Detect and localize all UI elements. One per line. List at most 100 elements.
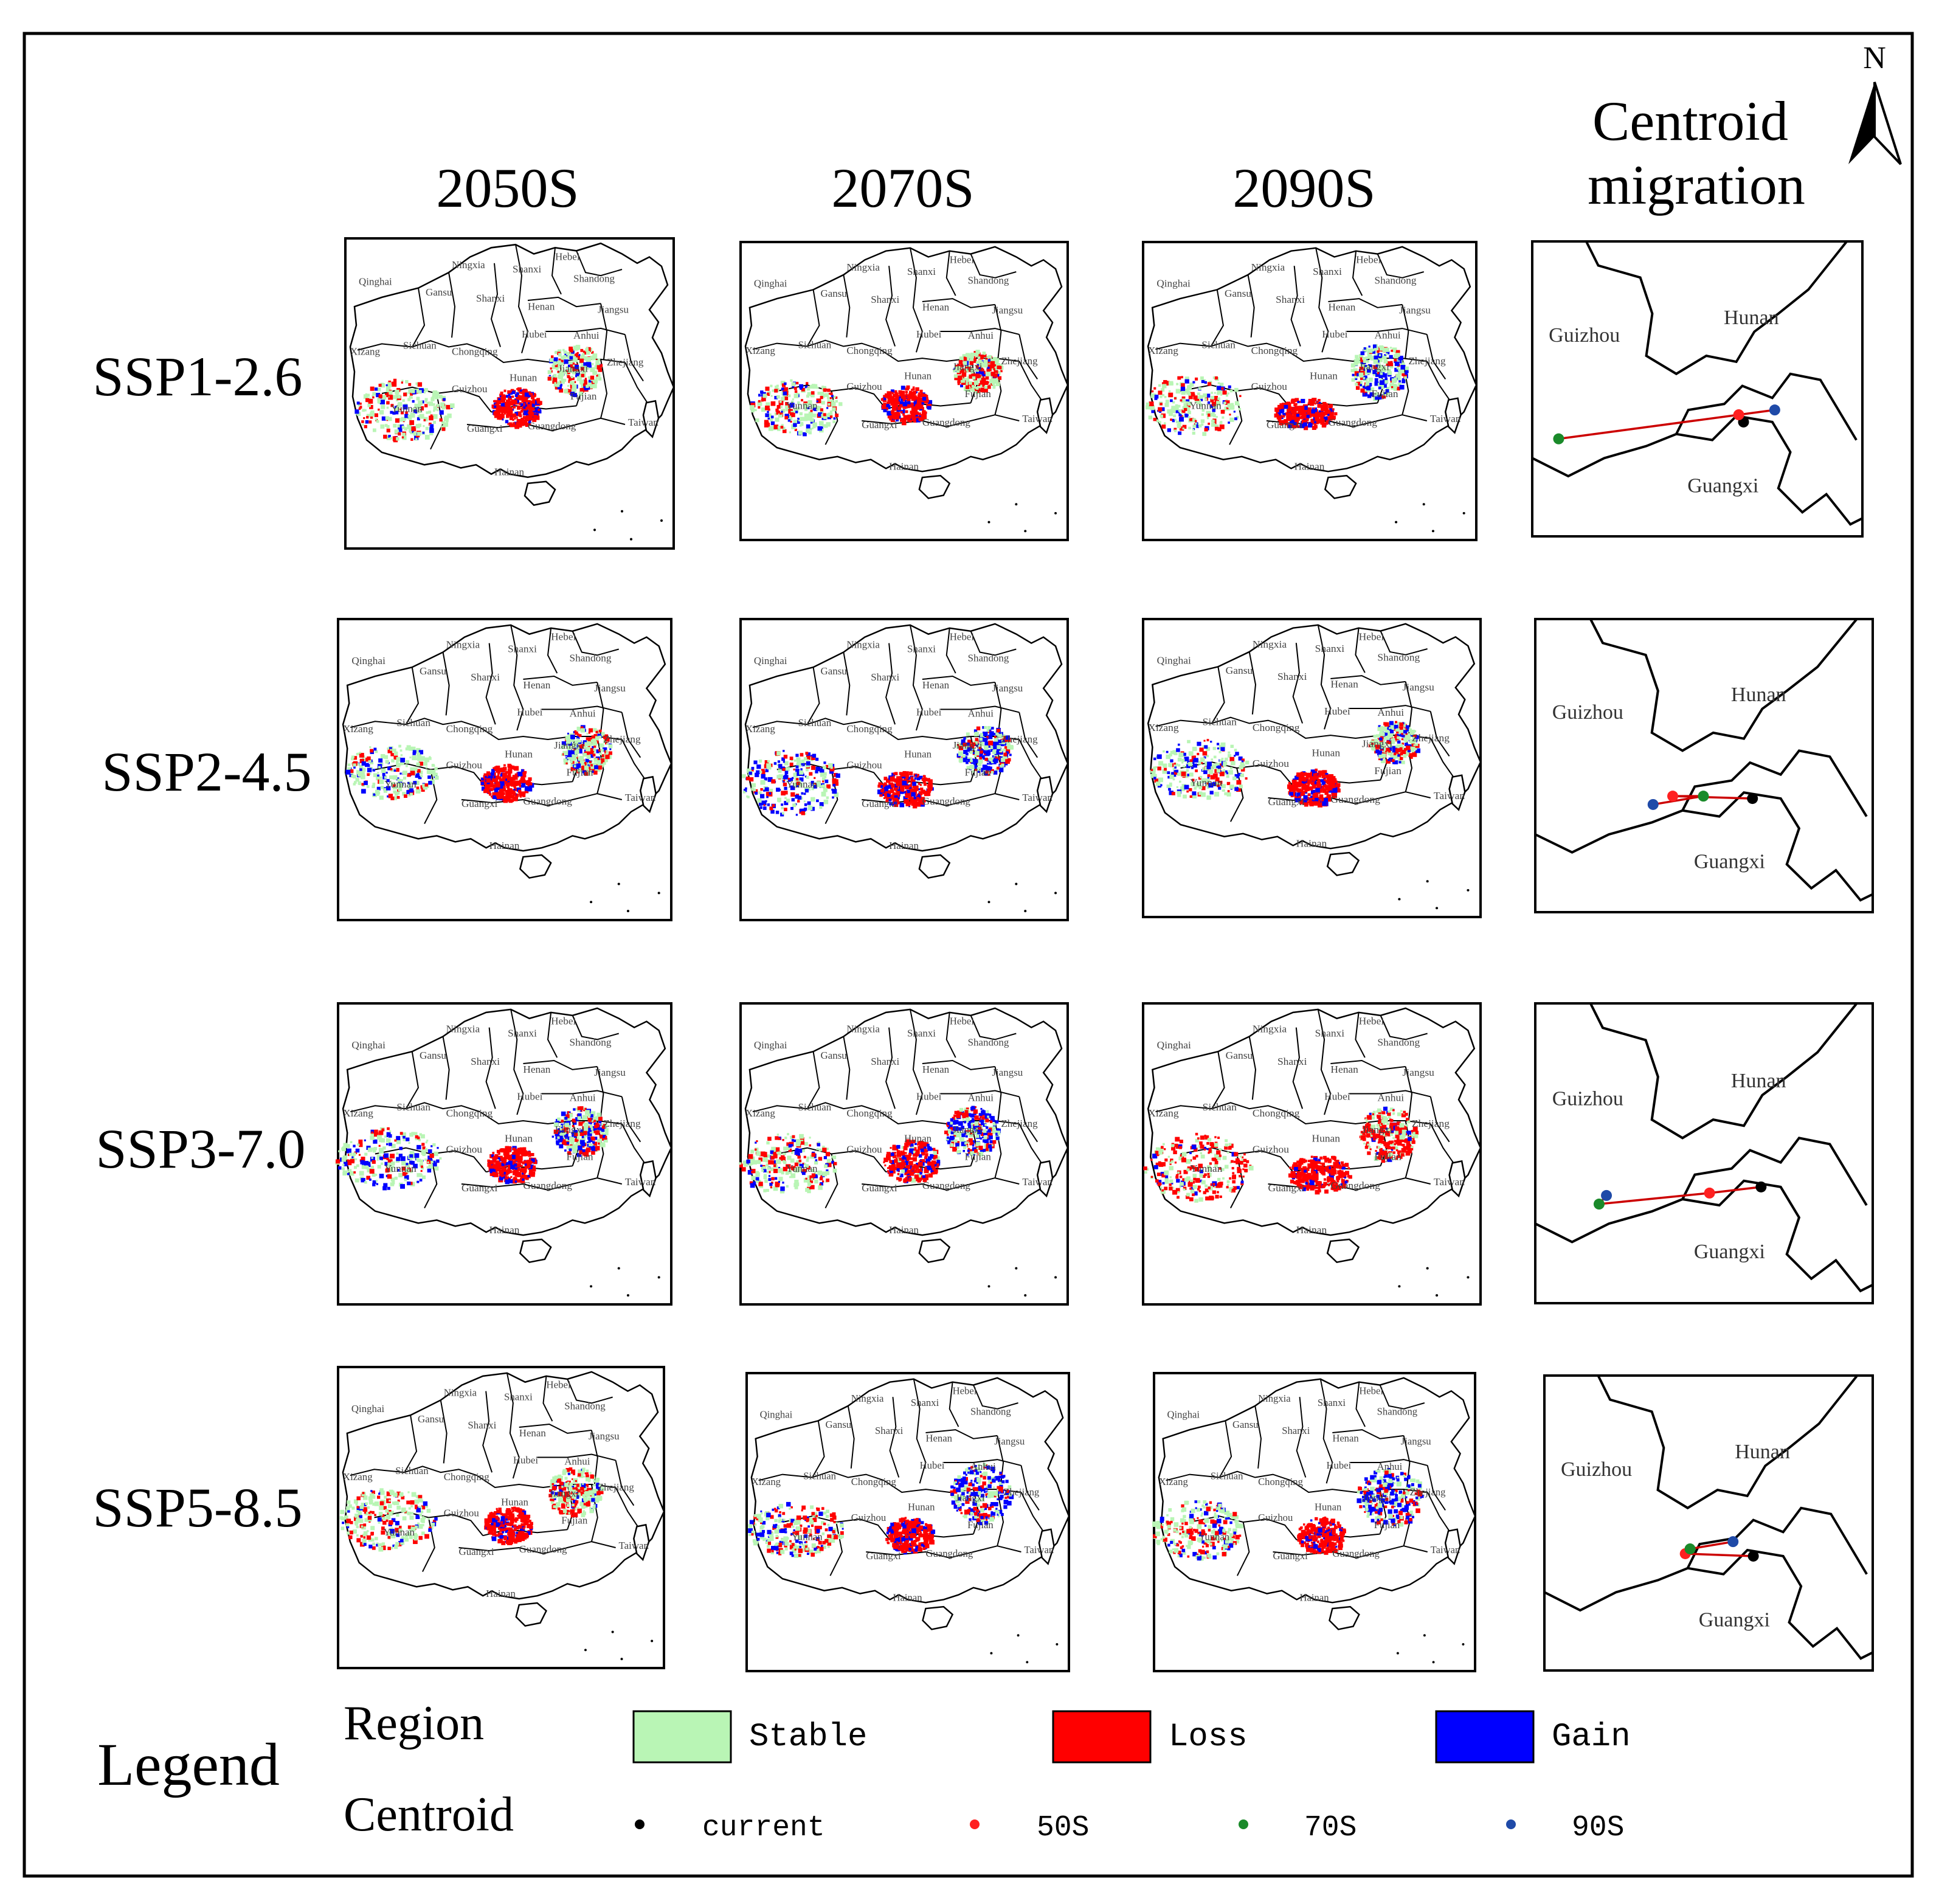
range-cell xyxy=(829,769,834,774)
range-cell xyxy=(879,794,883,797)
range-cell xyxy=(1389,355,1393,359)
range-cell xyxy=(911,412,916,417)
range-cell xyxy=(811,391,815,395)
range-cell xyxy=(1360,351,1365,356)
range-cell xyxy=(783,779,786,782)
range-cell xyxy=(824,424,828,428)
range-cell xyxy=(1355,383,1358,386)
range-cell xyxy=(964,381,969,386)
range-cell xyxy=(1206,765,1211,770)
range-cell xyxy=(1160,414,1163,418)
range-cell xyxy=(956,744,959,746)
range-cell xyxy=(1386,361,1391,366)
province-label-hunan: Hunan xyxy=(904,370,932,382)
range-cell xyxy=(1400,756,1403,760)
range-cell xyxy=(908,796,913,800)
range-cell xyxy=(1277,412,1281,416)
range-cell xyxy=(1360,359,1363,362)
range-cell xyxy=(976,387,979,390)
range-cell xyxy=(980,371,984,375)
range-cell xyxy=(1363,347,1366,350)
range-cell xyxy=(1395,350,1400,355)
range-cell xyxy=(605,755,610,760)
range-cell xyxy=(405,379,409,384)
range-cell xyxy=(386,435,391,440)
range-cell xyxy=(593,745,596,748)
range-cell xyxy=(975,738,979,741)
range-cell xyxy=(377,400,381,403)
range-cell xyxy=(588,379,592,383)
range-cell xyxy=(525,404,527,407)
province-label-fujian: Fujian xyxy=(965,388,992,400)
range-cell xyxy=(1318,399,1321,402)
range-cell xyxy=(1203,393,1208,398)
range-cell xyxy=(497,416,500,420)
range-cell xyxy=(524,419,528,423)
range-cell xyxy=(809,756,812,760)
range-cell xyxy=(975,353,979,356)
range-cell xyxy=(914,396,920,401)
range-cell xyxy=(380,754,385,759)
range-cell xyxy=(1185,401,1188,404)
range-cell xyxy=(1324,409,1329,414)
range-cell xyxy=(1230,744,1234,748)
range-cell xyxy=(349,774,353,777)
range-cell xyxy=(914,395,916,397)
range-cell xyxy=(905,416,909,420)
range-cell xyxy=(887,394,893,400)
range-cell xyxy=(828,403,831,406)
range-cell xyxy=(1198,424,1202,428)
range-cell xyxy=(439,410,444,415)
range-cell xyxy=(773,762,777,765)
range-cell xyxy=(387,747,390,750)
province-label-hainan: Hainan xyxy=(1294,461,1325,473)
range-cell xyxy=(1214,376,1218,380)
range-cell xyxy=(1007,744,1011,748)
range-cell xyxy=(822,780,824,783)
range-cell xyxy=(829,396,832,400)
range-cell xyxy=(410,396,413,399)
range-cell xyxy=(486,784,491,788)
range-cell xyxy=(522,393,527,398)
range-cell xyxy=(1399,722,1404,727)
range-cell xyxy=(368,758,372,763)
range-cell xyxy=(767,803,770,806)
range-cell xyxy=(1286,409,1290,413)
range-cell xyxy=(900,417,904,421)
range-cell xyxy=(1173,414,1177,418)
range-cell xyxy=(1009,753,1012,756)
range-cell xyxy=(1168,788,1171,791)
range-cell xyxy=(1302,411,1306,415)
range-cell xyxy=(811,781,814,784)
range-cell xyxy=(390,404,394,407)
range-cell xyxy=(564,389,568,393)
range-cell xyxy=(774,396,778,400)
range-cell xyxy=(388,380,392,384)
range-cell xyxy=(768,426,773,431)
range-cell xyxy=(419,410,422,413)
range-cell xyxy=(812,753,817,758)
range-cell xyxy=(1305,415,1310,419)
range-cell xyxy=(353,783,356,786)
range-cell xyxy=(770,384,773,387)
range-cell xyxy=(358,782,361,786)
range-cell xyxy=(1400,365,1406,370)
range-cell xyxy=(437,409,439,412)
range-cell xyxy=(885,393,890,398)
range-cell xyxy=(426,401,429,404)
range-cell xyxy=(927,406,931,410)
range-cell xyxy=(919,389,923,393)
range-cell xyxy=(582,753,587,757)
range-cell xyxy=(1304,803,1308,807)
range-cell xyxy=(894,778,899,783)
range-cell xyxy=(404,794,407,798)
centroid-title-line1: Centroid xyxy=(1592,90,1788,152)
range-cell xyxy=(368,398,373,404)
range-cell xyxy=(1178,417,1184,422)
range-cell xyxy=(372,396,375,399)
range-cell xyxy=(548,375,551,378)
range-cell xyxy=(530,393,533,396)
range-cell xyxy=(1001,757,1006,763)
range-cell xyxy=(1326,416,1331,421)
range-cell xyxy=(1322,801,1327,806)
